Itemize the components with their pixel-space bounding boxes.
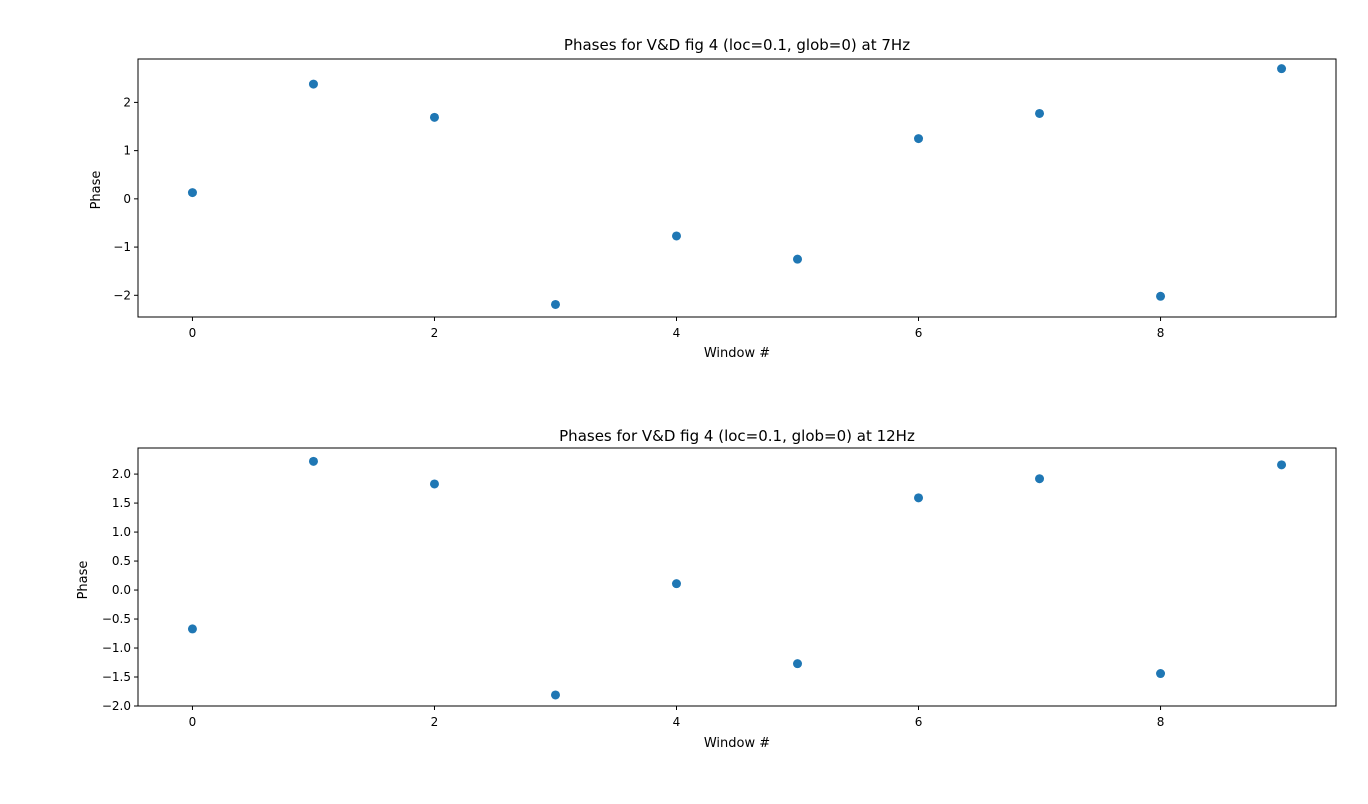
data-point — [550, 690, 560, 700]
subplot-title: Phases for V&D fig 4 (loc=0.1, glob=0) a… — [564, 36, 910, 54]
y-axis-label: Phase — [89, 171, 104, 210]
data-point — [914, 493, 924, 503]
data-point — [1277, 460, 1287, 470]
y-tick-label: 1 — [123, 144, 131, 158]
y-tick-label: 0.0 — [112, 583, 131, 597]
x-tick-label: 8 — [1157, 326, 1165, 340]
data-point — [671, 231, 681, 241]
axes-frame — [137, 58, 1337, 318]
data-point — [1035, 474, 1045, 484]
data-point — [914, 134, 924, 144]
data-point — [1156, 669, 1166, 679]
y-tick-label: 0.5 — [112, 554, 131, 568]
x-tick-label: 4 — [673, 326, 681, 340]
data-point — [308, 79, 318, 89]
subplot-1: Phases for V&D fig 4 (loc=0.1, glob=0) a… — [89, 36, 1337, 361]
x-tick-label: 0 — [189, 715, 197, 729]
y-tick-label: −0.5 — [102, 612, 131, 626]
x-tick-label: 4 — [673, 715, 681, 729]
x-axis-label: Window # — [704, 346, 770, 361]
data-point — [429, 479, 439, 489]
data-point — [308, 456, 318, 466]
x-tick-label: 8 — [1157, 715, 1165, 729]
x-tick-label: 2 — [431, 715, 439, 729]
x-axis-label: Window # — [704, 736, 770, 751]
y-tick-label: 1.5 — [112, 496, 131, 510]
data-point — [187, 624, 197, 634]
y-tick-label: −1.5 — [102, 670, 131, 684]
y-tick-label: −2 — [113, 288, 131, 302]
plot-area: 0 2 4 6 8 −2 −1 0 1 2 — [113, 58, 1337, 340]
y-tick-label: 2.0 — [112, 467, 131, 481]
data-point — [1277, 64, 1287, 74]
y-axis-label: Phase — [76, 561, 91, 600]
y-tick-label: −1 — [113, 240, 131, 254]
y-tick-label: 2 — [123, 95, 131, 109]
y-tick-label: 0 — [123, 192, 131, 206]
y-tick-label: −1.0 — [102, 641, 131, 655]
subplot-2: Phases for V&D fig 4 (loc=0.1, glob=0) a… — [76, 427, 1337, 751]
data-point — [1156, 291, 1166, 301]
data-point — [429, 112, 439, 122]
y-tick-label: −2.0 — [102, 699, 131, 713]
x-tick-label: 2 — [431, 326, 439, 340]
y-tick-label: 1.0 — [112, 525, 131, 539]
data-point — [550, 299, 560, 309]
x-tick-label: 6 — [915, 326, 923, 340]
data-point — [671, 579, 681, 589]
x-tick-label: 0 — [189, 326, 197, 340]
data-point — [793, 659, 803, 669]
subplot-title: Phases for V&D fig 4 (loc=0.1, glob=0) a… — [559, 427, 915, 445]
data-point — [793, 254, 803, 264]
data-point — [1035, 108, 1045, 118]
data-point — [187, 188, 197, 198]
axes-frame — [137, 447, 1337, 707]
x-tick-label: 6 — [915, 715, 923, 729]
plot-area: 0 2 4 6 8 −2.0 −1.5 −1.0 −0.5 0.0 0.5 1.0 1.5 2.0 — [102, 447, 1337, 729]
